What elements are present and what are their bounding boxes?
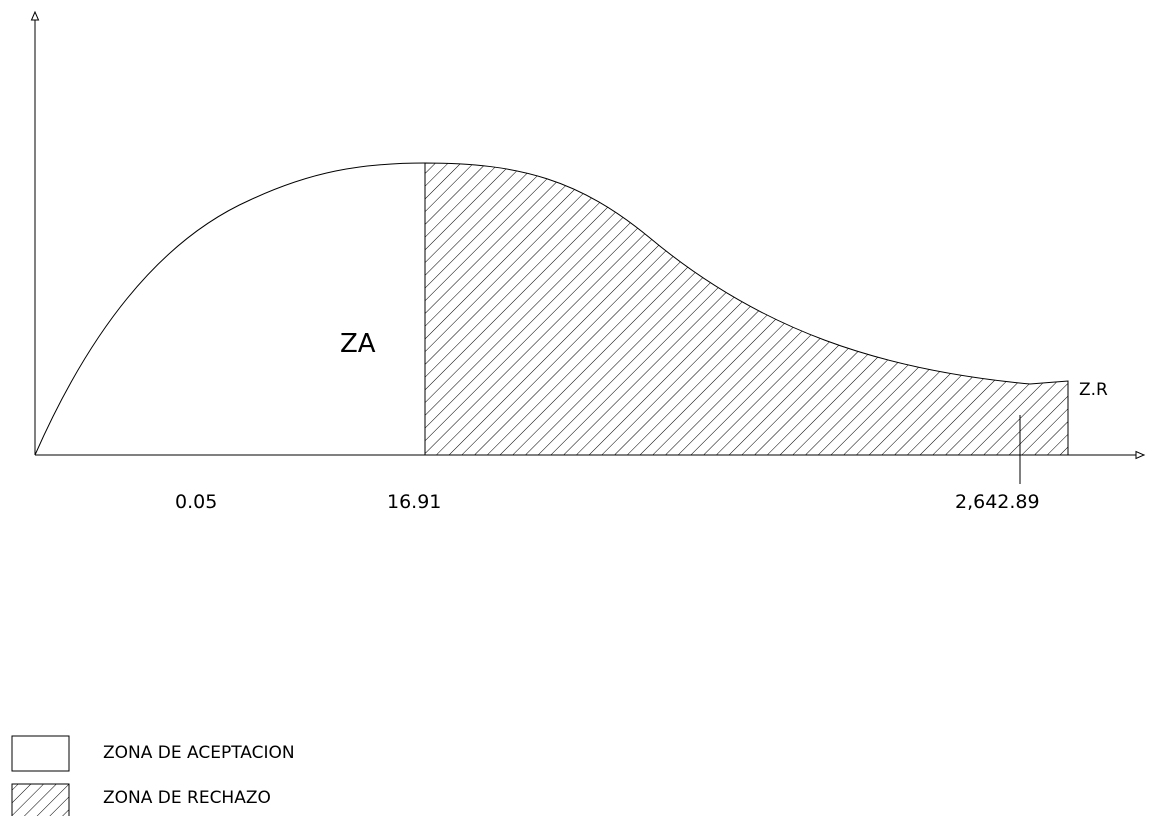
legend: ZONA DE ACEPTACION ZONA DE RECHAZO <box>11 735 295 816</box>
x-axis-arrow <box>1135 450 1146 460</box>
acceptance-curve <box>34 162 426 456</box>
acceptance-zone-label: ZA <box>340 329 376 359</box>
tick-label-first: 0.05 <box>175 491 217 513</box>
legend-swatch-acceptance <box>11 735 70 772</box>
tick-label-critical: 16.91 <box>387 491 441 513</box>
legend-label-rejection: ZONA DE RECHAZO <box>103 788 271 808</box>
legend-swatch-rejection <box>11 783 70 816</box>
rejection-region <box>424 162 1069 456</box>
rejection-zone-label: Z.R <box>1079 380 1108 400</box>
y-axis-arrow <box>30 10 40 21</box>
tick-label-end: 2,642.89 <box>955 491 1040 513</box>
legend-label-acceptance: ZONA DE ACEPTACION <box>103 743 295 763</box>
